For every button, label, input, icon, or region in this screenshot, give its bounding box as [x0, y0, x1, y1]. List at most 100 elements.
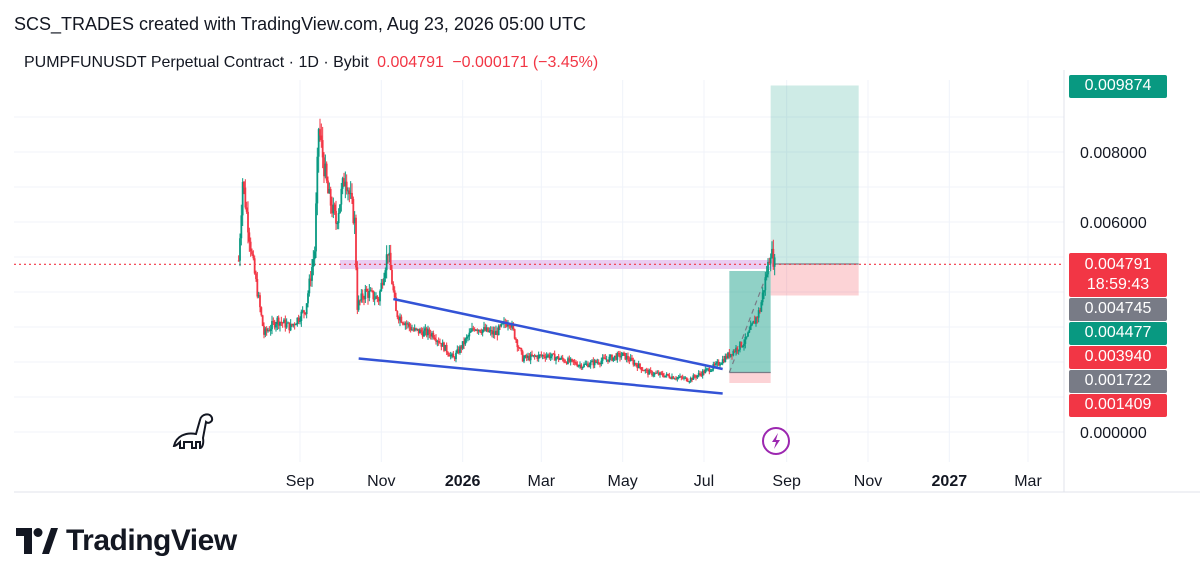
candle-body [491, 330, 493, 335]
candle-body [672, 376, 675, 379]
candle-body [287, 322, 289, 324]
candle-body [357, 300, 360, 310]
candle-body [257, 295, 260, 297]
price-tag: 0.009874 [1069, 74, 1167, 98]
lightning-icon [762, 427, 790, 455]
candle-body [272, 321, 275, 323]
price-tag: 0.004477 [1069, 321, 1167, 345]
candle-body [543, 355, 545, 357]
candle-body [252, 254, 255, 259]
price-tag: 0.004791 18:59:43 [1069, 252, 1167, 297]
candle-body [296, 317, 299, 325]
candle-body [269, 329, 272, 331]
candle-body [568, 358, 571, 362]
candle-body [473, 329, 476, 331]
candle-body [756, 317, 759, 319]
candle-body [612, 357, 615, 361]
candle-body [408, 323, 411, 327]
candle-body [761, 292, 764, 303]
candle-body [487, 327, 489, 332]
candle-body [747, 332, 749, 337]
candle-body [515, 338, 517, 341]
candle-body [435, 339, 437, 342]
candle-body [276, 317, 279, 325]
tv-logo-icon [16, 528, 58, 554]
position-stop-zone [729, 372, 771, 383]
candle-body [391, 269, 393, 285]
candle-body [561, 357, 564, 360]
candle-body [711, 369, 713, 371]
candle-body [744, 337, 747, 344]
candle-body [556, 356, 559, 358]
candle-body [400, 316, 403, 323]
candle-body [247, 211, 249, 233]
candle-body [681, 377, 684, 379]
candle-body [365, 288, 368, 292]
tradingview-logo[interactable]: TradingView [16, 524, 237, 558]
candle-body [452, 353, 455, 358]
position-target-zone [770, 85, 859, 264]
candle-body [680, 376, 683, 378]
candle-body [604, 357, 607, 360]
candle-body [299, 321, 301, 323]
candle-body [476, 329, 479, 332]
dino-icon [172, 413, 214, 450]
candle-body [545, 355, 548, 358]
candle-body [647, 369, 649, 375]
candle-body [360, 293, 363, 301]
candle-body [397, 317, 400, 321]
candle-body [733, 350, 736, 352]
candle-body [492, 331, 495, 335]
candle-body [284, 319, 287, 328]
candle-body [465, 337, 468, 339]
candle-body [404, 323, 407, 325]
candle-body [621, 352, 624, 356]
candle-body [468, 332, 471, 337]
candle-body [327, 180, 329, 194]
candle-body [701, 370, 704, 376]
candle-body [485, 327, 488, 331]
symbol-legend[interactable]: PUMPFUNUSDT Perpetual Contract · 1D · By… [24, 54, 602, 72]
candle-body [563, 359, 565, 362]
candle-body [356, 267, 359, 310]
candle-body [444, 344, 447, 351]
price-change: −0.000171 (−3.45%) [452, 54, 599, 71]
candle-body [667, 373, 669, 376]
candle-body [347, 190, 349, 192]
candle-body [436, 341, 439, 343]
candle-body [613, 355, 616, 358]
candle-body [569, 358, 572, 362]
candle-body [523, 357, 525, 362]
candle-body [332, 204, 335, 214]
candle-body [715, 362, 717, 365]
candle-body [499, 325, 501, 327]
x-axis: Sep Nov 2026 Mar May Jul Sep Nov 2027 Mar [286, 473, 1043, 490]
candle-body [316, 156, 319, 204]
candle-body [745, 336, 748, 338]
candle-body [424, 328, 427, 331]
candle-body [645, 369, 648, 371]
candle-body [580, 364, 583, 369]
candle-body [537, 354, 540, 359]
price-tag: 0.001409 [1069, 393, 1167, 417]
candle-body [664, 375, 667, 378]
candle-body [453, 357, 456, 360]
candle-body [341, 178, 344, 189]
x-tick-label: Sep [286, 473, 315, 490]
candle-body [321, 140, 324, 158]
candle-body [509, 325, 512, 328]
candle-body [713, 364, 716, 366]
candle-body [629, 357, 632, 362]
candle-body [387, 254, 389, 256]
candle-body [673, 378, 676, 380]
candle-body [693, 375, 696, 377]
candle-body [367, 291, 369, 298]
candle-body [525, 355, 528, 358]
candle-body [265, 328, 268, 332]
brand-name: TradingView [66, 524, 237, 557]
candle-body [735, 347, 737, 352]
candle-body [729, 354, 732, 357]
candle-body [637, 363, 640, 369]
last-price: 0.004791 [377, 54, 444, 71]
